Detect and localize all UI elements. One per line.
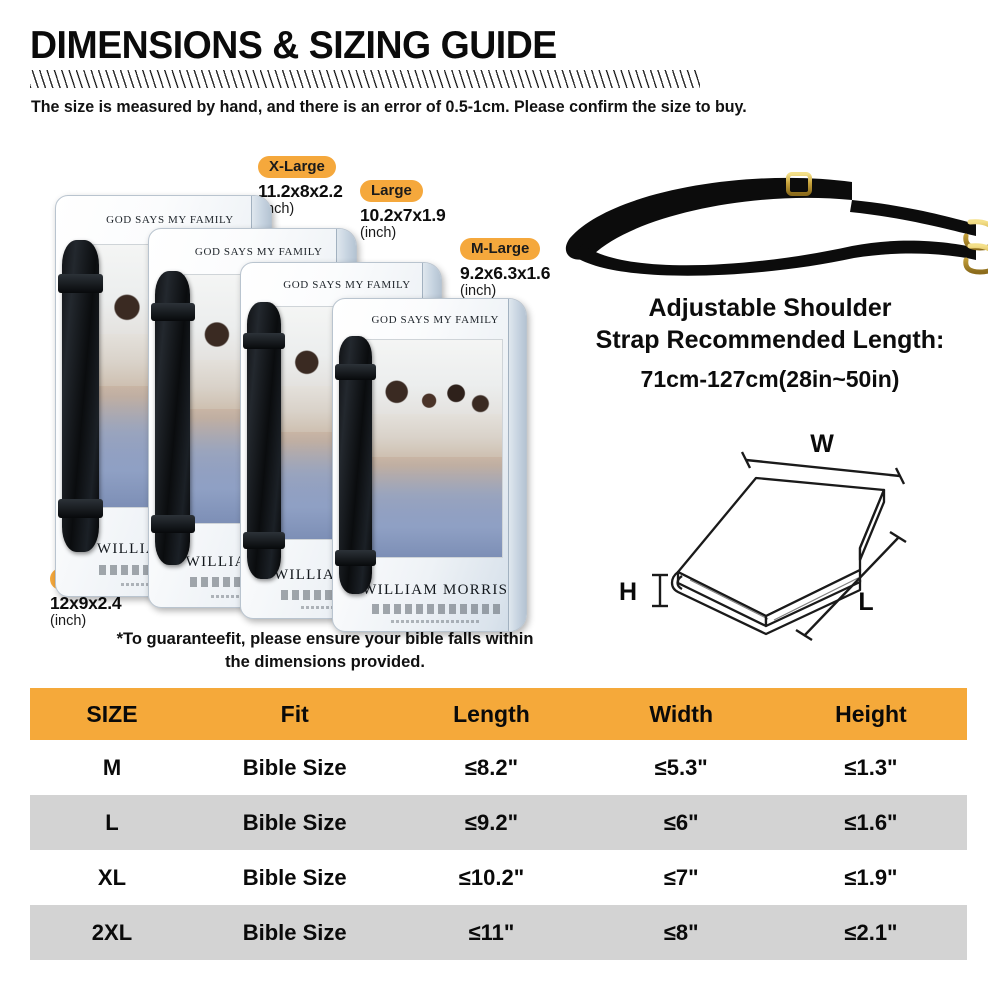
size-unit: (inch) (460, 283, 497, 299)
cell-width: ≤6" (587, 795, 775, 850)
strap-lower-band (574, 240, 976, 276)
size-dimensions: 9.2x6.3x1.6 (460, 263, 551, 283)
cell-length: ≤10.2" (395, 850, 588, 905)
cell-height: ≤1.3" (774, 740, 967, 795)
book-diagram-svg: W L H (619, 430, 907, 642)
family-photo (365, 338, 503, 558)
strap-length-value: 71cm-127cm(28in~50in) (640, 366, 900, 392)
strap-adjuster-buckle (786, 172, 812, 196)
cell-size: XL (30, 850, 194, 905)
cover-spine-edge (507, 299, 526, 631)
cover-title-text: GOD SAYS MY FAMILY (283, 278, 411, 291)
cell-fit: Bible Size (193, 905, 396, 960)
table-row: 2XL Bible Size ≤11" ≤8" ≤2.1" (30, 905, 967, 960)
book-bottom-edge (670, 571, 862, 636)
size-badge-label: Large (360, 180, 423, 202)
dimension-arrows (652, 451, 907, 642)
cell-length: ≤9.2" (395, 795, 588, 850)
bible-cover-stack: GOD SAYS MY FAMILY WILLIAM MORRIS GOD SA… (0, 170, 560, 632)
page-subtitle: The size is measured by hand, and there … (31, 98, 747, 116)
w-tick-right (894, 467, 906, 485)
strap-svg (565, 172, 999, 276)
cover-footer-block (390, 620, 480, 624)
cell-size: M (30, 740, 194, 795)
cell-length: ≤8.2" (395, 740, 588, 795)
fit-guarantee-note: *To guaranteefit, please ensure your bib… (116, 630, 534, 671)
carry-handle (150, 270, 195, 566)
carry-handle (334, 335, 376, 595)
book-page-line-1 (689, 579, 769, 620)
carry-handle (58, 240, 103, 552)
book-height-label: H (619, 578, 637, 606)
w-tick-left (740, 451, 752, 469)
size-unit: (inch) (50, 613, 87, 629)
hatch-pattern (30, 70, 700, 88)
book-width-label: W (810, 430, 834, 458)
l-tick-bottom (795, 628, 813, 642)
carry-handle (242, 302, 286, 579)
table-row: L Bible Size ≤9.2" ≤6" ≤1.6" (30, 795, 967, 850)
column-header-size: SIZE (30, 688, 194, 740)
size-dimensions: 12x9x2.4 (50, 593, 122, 613)
title-hatch-divider (30, 70, 700, 88)
size-callout-m-large: M-Large 9.2x6.3x1.6 (inch) (460, 238, 550, 299)
cell-height: ≤1.9" (774, 850, 967, 905)
cell-fit: Bible Size (193, 740, 396, 795)
cell-size: 2XL (30, 905, 194, 960)
l-dimension-line (803, 537, 899, 637)
cell-fit: Bible Size (193, 795, 396, 850)
cell-width: ≤8" (587, 905, 775, 960)
cell-height: ≤1.6" (774, 795, 967, 850)
book-spine-curve (676, 575, 683, 591)
cell-width: ≤5.3" (587, 740, 775, 795)
size-callout-large: Large 10.2x7x1.9 (inch) (360, 180, 446, 241)
size-dimensions: 10.2x7x1.9 (360, 205, 446, 225)
cell-length: ≤11" (395, 905, 588, 960)
cell-height: ≤2.1" (774, 905, 967, 960)
book-page-line-2 (773, 577, 859, 621)
size-badge-label: M-Large (460, 238, 541, 260)
cover-name-text: WILLIAM MORRIS (362, 582, 509, 599)
strap-upper-band (565, 177, 852, 260)
strap-title-line1: Adjustable Shoulder (648, 294, 892, 322)
strap-title: Adjustable Shoulder Strap Recommended Le… (560, 292, 980, 356)
column-header-fit: Fit (193, 688, 396, 740)
column-header-height: Height (774, 688, 967, 740)
size-badge-label: X-Large (258, 156, 336, 178)
table-row: M Bible Size ≤8.2" ≤5.3" ≤1.3" (30, 740, 967, 795)
strap-right-upper (850, 200, 976, 236)
cell-width: ≤7" (587, 850, 775, 905)
cover-title-text: GOD SAYS MY FAMILY (106, 214, 234, 226)
bible-cover-m-large: GOD SAYS MY FAMILY WILLIAM MORRIS (332, 298, 527, 632)
book-dimension-diagram: W L H (560, 420, 980, 660)
w-dimension-line (745, 458, 901, 478)
l-tick-top (889, 530, 907, 544)
column-header-length: Length (395, 688, 588, 740)
book-spine-back (858, 488, 886, 562)
size-dimensions: 11.2x8x2.2 (258, 181, 343, 201)
book-length-label: L (858, 588, 873, 616)
cover-title-text: GOD SAYS MY FAMILY (371, 313, 500, 326)
page-title: DIMENSIONS & SIZING GUIDE (30, 24, 557, 67)
cover-subtext-block (371, 603, 501, 614)
strap-title-line2: Strap Recommended Length: (595, 326, 945, 354)
table-header-row: SIZE Fit Length Width Height (30, 688, 967, 740)
column-header-width: Width (587, 688, 775, 740)
size-chart-table: SIZE Fit Length Width Height M Bible Siz… (30, 688, 967, 960)
shoulder-strap-image (552, 160, 999, 278)
size-unit: (inch) (360, 225, 397, 241)
size-callout-x-large: X-Large 11.2x8x2.2 (inch) (258, 156, 343, 217)
cell-fit: Bible Size (193, 850, 396, 905)
cell-size: L (30, 795, 194, 850)
table-row: XL Bible Size ≤10.2" ≤7" ≤1.9" (30, 850, 967, 905)
cover-title-text: GOD SAYS MY FAMILY (194, 246, 323, 258)
